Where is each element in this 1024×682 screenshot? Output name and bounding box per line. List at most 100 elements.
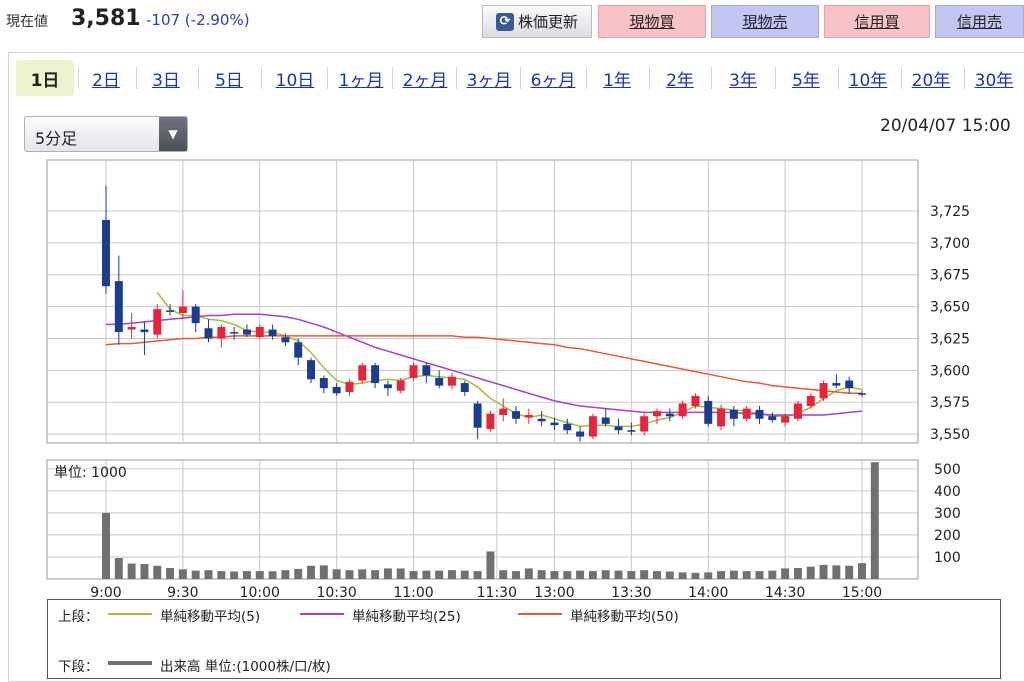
candle-body-up — [358, 365, 367, 381]
volume-tick-label: 200 — [934, 528, 961, 544]
margin-buy-button[interactable]: 信用買 — [824, 5, 930, 38]
volume-bar — [870, 462, 879, 579]
candle — [640, 413, 649, 436]
margin-sell-button[interactable]: 信用売 — [935, 5, 1024, 38]
volume-bar — [550, 571, 559, 579]
candle — [127, 312, 136, 339]
tab-divider — [775, 67, 776, 89]
candle — [486, 411, 495, 432]
tab-3m[interactable]: 3ヶ月 — [466, 70, 512, 91]
candle-body-down — [832, 383, 841, 386]
spot-sell-button[interactable]: 現物売 — [711, 5, 819, 38]
volume-bar — [242, 571, 251, 579]
tab-10d[interactable]: 10日 — [275, 70, 315, 91]
candle-body-down — [729, 409, 738, 419]
spot-buy-button[interactable]: 現物買 — [598, 5, 706, 38]
volume-bar — [178, 569, 187, 579]
legend-upper-label: 上段： — [58, 609, 99, 625]
tab-30y[interactable]: 30年 — [974, 70, 1014, 91]
candle-body-down — [537, 418, 546, 422]
volume-bar — [383, 568, 392, 579]
refresh-price-label: 株価更新 — [517, 13, 578, 31]
time-tick-label: 13:00 — [534, 585, 574, 601]
volume-bar — [460, 570, 469, 579]
candle-body-down — [281, 337, 290, 343]
legend-ma50-label: 単純移動平均(50) — [570, 609, 679, 625]
tab-20y[interactable]: 20年 — [911, 70, 951, 91]
volume-bar — [153, 565, 162, 579]
tab-divider — [198, 67, 199, 89]
time-tick-label: 13:30 — [611, 585, 651, 601]
header: 現在値 3,581 -107 (-2.90%) ⟳ 株価更新 現物買 現物売 信… — [0, 0, 1024, 44]
candle-body-up — [409, 365, 418, 378]
candle — [153, 304, 162, 339]
current-price: 3,581 — [71, 6, 141, 31]
chart-datetime: 20/04/07 15:00 — [880, 116, 1011, 136]
interval-select[interactable]: 5分足 ▼ — [24, 116, 188, 152]
tab-2y[interactable]: 2年 — [666, 70, 694, 91]
legend-lower-label: 下段： — [58, 659, 99, 675]
legend-ma5-label: 単純移動平均(5) — [160, 609, 261, 625]
volume-bar — [858, 563, 866, 579]
candle — [191, 304, 200, 333]
tab-1m[interactable]: 1ヶ月 — [338, 70, 384, 91]
candle-body-down — [550, 422, 559, 426]
volume-bar — [204, 570, 213, 579]
candle — [435, 370, 444, 389]
candle — [294, 338, 303, 366]
candle-body-down — [627, 430, 636, 432]
candle-body-down — [422, 365, 431, 376]
candle-body-up — [678, 403, 687, 417]
volume-bar — [588, 571, 597, 579]
tab-1y[interactable]: 1年 — [603, 70, 631, 91]
volume-bar — [524, 568, 533, 579]
candle-body-up — [819, 383, 828, 399]
volume-bar — [319, 565, 328, 579]
candle — [832, 374, 841, 389]
tab-3d[interactable]: 3日 — [152, 70, 180, 91]
volume-bar — [601, 570, 610, 579]
tab-5y[interactable]: 5年 — [792, 70, 820, 91]
candle-body-up — [793, 403, 802, 419]
tab-divider — [261, 67, 262, 89]
volume-bar — [396, 568, 405, 579]
candle — [845, 376, 854, 394]
candle — [537, 411, 546, 427]
price-plot-frame — [46, 159, 919, 444]
tab-5d[interactable]: 5日 — [215, 70, 243, 91]
candle-body-up — [691, 395, 700, 407]
refresh-price-button[interactable]: ⟳ 株価更新 — [482, 5, 592, 38]
price-tick-label: 3,600 — [930, 363, 970, 379]
candle — [524, 408, 533, 424]
candle-body-down — [576, 431, 585, 437]
tab-1d[interactable]: 1日 — [16, 60, 74, 96]
tab-divider — [964, 67, 965, 89]
legend-ma50-swatch — [518, 613, 562, 615]
candle-body-down — [242, 329, 251, 335]
candle — [473, 400, 482, 440]
candle-body-down — [102, 219, 110, 287]
tab-3y[interactable]: 3年 — [729, 70, 757, 91]
current-price-label: 現在値 — [6, 14, 48, 30]
candle — [178, 290, 187, 320]
candle-body-up — [396, 380, 405, 391]
candle-body-up — [486, 413, 495, 429]
tab-10y[interactable]: 10年 — [848, 70, 888, 91]
volume-bar — [255, 571, 264, 579]
candle — [332, 383, 341, 396]
ma-line-50 — [105, 335, 862, 395]
candle-body-down — [332, 386, 341, 394]
tab-divider — [392, 67, 393, 89]
volume-bar — [217, 571, 226, 579]
tab-2m[interactable]: 2ヶ月 — [402, 70, 448, 91]
candle-body-up — [717, 408, 726, 427]
candle-body-down — [268, 329, 277, 336]
volume-bar — [166, 567, 175, 579]
volume-bar — [576, 570, 585, 579]
candle — [114, 255, 123, 345]
candle-body-down — [473, 403, 482, 428]
tab-6m[interactable]: 6ヶ月 — [530, 70, 576, 91]
tab-2d[interactable]: 2日 — [92, 70, 120, 91]
price-tick-label: 3,700 — [930, 236, 970, 252]
volume-bar — [665, 571, 674, 579]
